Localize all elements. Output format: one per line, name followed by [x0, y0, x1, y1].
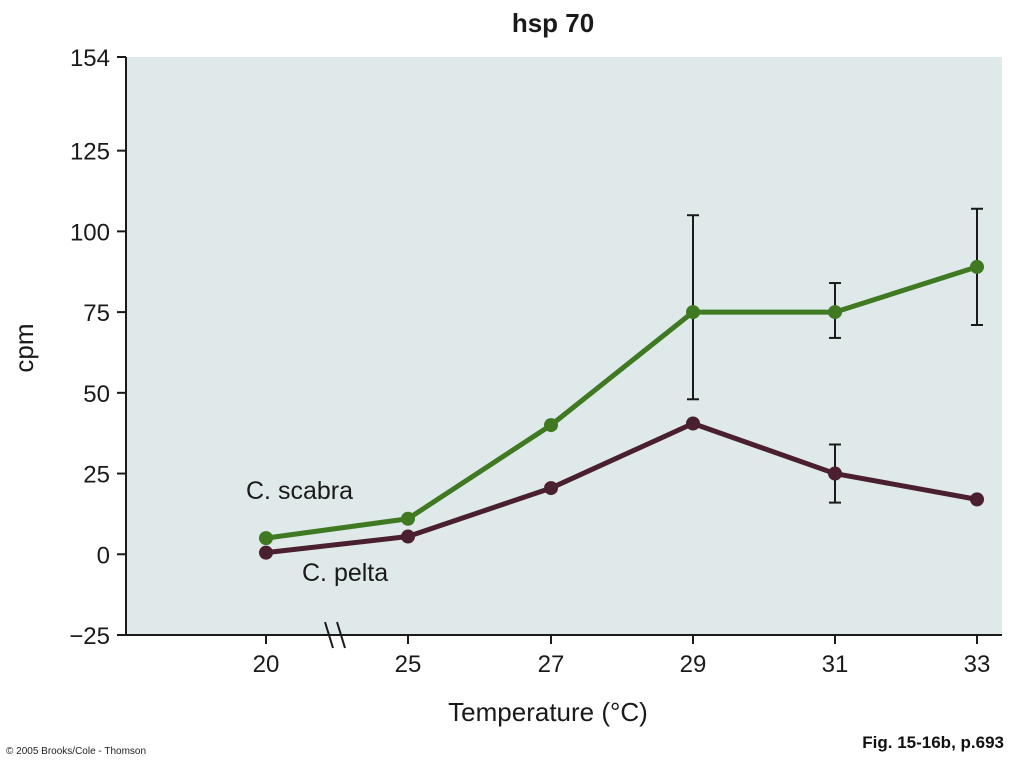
x-axis-ticks: 20 25 27 29 31 33: [253, 635, 991, 678]
series-label-c-pelta: C. pelta: [302, 559, 388, 587]
copyright-notice: © 2005 Brooks/Cole - Thomson: [6, 746, 147, 757]
y-tick-label: 0: [97, 542, 110, 569]
data-point-c-pelta: [544, 481, 558, 496]
chart-title: hsp 70: [512, 8, 594, 38]
y-axis-ticks: 154 125 100 75 50 25 0 −25: [69, 45, 126, 650]
y-tick-label: 75: [83, 300, 110, 327]
axis-break-stroke: [324, 621, 334, 649]
x-tick-label: 29: [680, 651, 707, 678]
series-layer: [259, 207, 984, 560]
series-line-c-scabra: [265, 264, 978, 541]
x-tick-label: 27: [538, 651, 565, 678]
y-tick-label: 125: [70, 139, 110, 166]
x-tick-label: 31: [822, 651, 849, 678]
data-point-c-scabra: [401, 511, 415, 526]
series-label-c-scabra: C. scabra: [246, 477, 353, 505]
data-point-c-scabra: [828, 305, 842, 320]
series-c-pelta: [259, 416, 984, 560]
axis-break-stroke: [336, 621, 346, 649]
series-c-scabra: [259, 207, 984, 546]
y-tick-label: 50: [83, 381, 110, 408]
y-tick-label: 25: [83, 462, 110, 489]
data-point-c-scabra: [259, 531, 273, 546]
x-tick-label: 20: [253, 651, 280, 678]
data-point-c-pelta: [401, 529, 415, 544]
data-point-c-scabra: [970, 259, 984, 274]
data-point-c-scabra: [686, 305, 700, 320]
x-tick-label: 25: [395, 651, 422, 678]
data-point-c-pelta: [259, 545, 273, 560]
y-tick-label: −25: [69, 623, 110, 650]
data-point-c-pelta: [828, 466, 842, 481]
series-line-c-pelta: [265, 420, 978, 556]
y-axis-label: cpm: [9, 323, 39, 372]
plot-background: [126, 57, 1002, 635]
y-tick-label: 154: [70, 45, 110, 72]
y-tick-label: 100: [70, 219, 110, 246]
x-axis-label: Temperature (°C): [448, 697, 648, 727]
x-tick-label: 33: [964, 651, 991, 678]
data-point-c-scabra: [544, 418, 558, 433]
axis-break-marker: [324, 621, 346, 649]
data-point-c-pelta: [970, 492, 984, 507]
data-point-c-pelta: [686, 416, 700, 431]
figure-reference: Fig. 15-16b, p.693: [862, 733, 1004, 752]
